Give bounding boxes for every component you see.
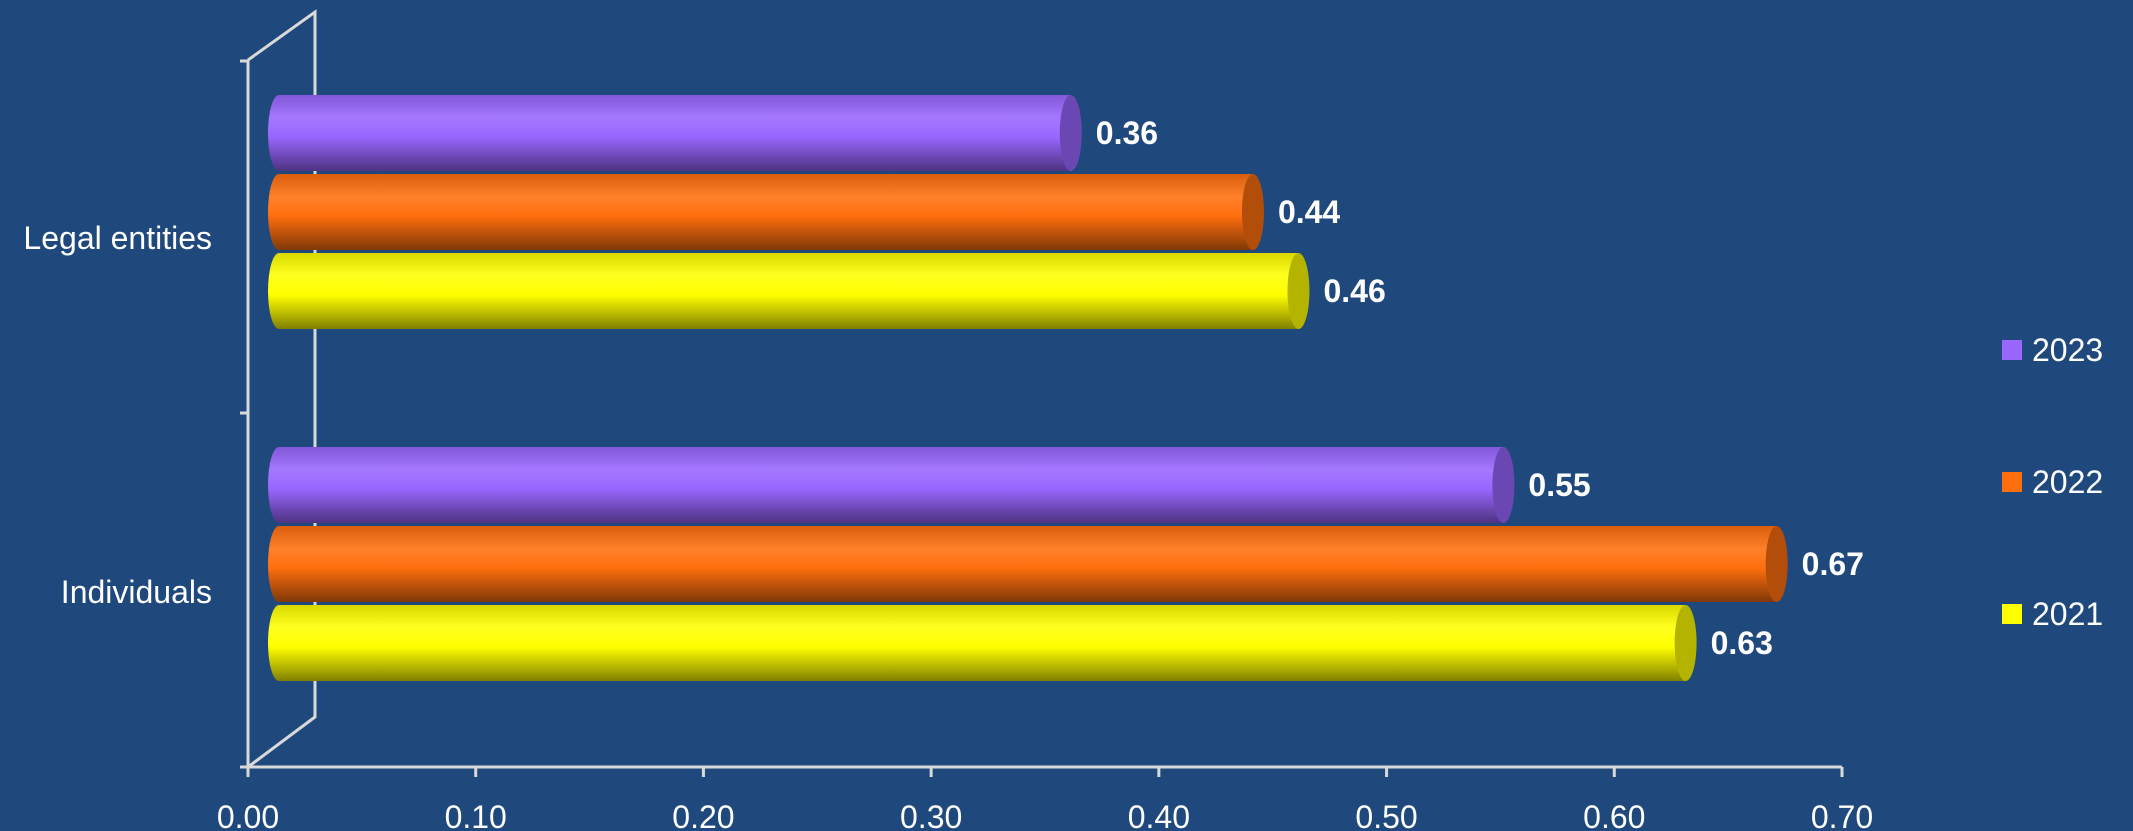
- x-tick-label: 0.50: [1355, 799, 1417, 831]
- back-wall-top: [247, 9, 317, 769]
- legend-label-2023: 2023: [2032, 332, 2103, 368]
- data-label-legal-entities-2021: 0.46: [1323, 273, 1385, 309]
- data-label-individuals-2022: 0.67: [1802, 546, 1864, 582]
- x-tick-label: 0.00: [217, 799, 279, 831]
- bar-individuals-2022: [268, 526, 1777, 602]
- bars: [268, 95, 1788, 681]
- bar-individuals-2021: [268, 605, 1686, 681]
- category-label-individuals: Individuals: [61, 574, 212, 610]
- category-label-legal-entities: Legal entities: [23, 220, 212, 256]
- x-tick-label: 0.60: [1583, 799, 1645, 831]
- data-label-legal-entities-2022: 0.44: [1278, 194, 1340, 230]
- x-tick-label: 0.20: [672, 799, 734, 831]
- legend-item-2023: 2023: [2002, 332, 2103, 368]
- legend: 2023 2022 2021: [2002, 332, 2103, 632]
- bar-cap-individuals-2023: [1492, 447, 1515, 523]
- bar-legal-entities-2022: [268, 174, 1253, 250]
- legend-item-2021: 2021: [2002, 596, 2103, 632]
- data-labels: 0.36 0.44 0.46 0.55 0.67 0.63: [1096, 115, 1864, 661]
- legend-label-2022: 2022: [2032, 464, 2103, 500]
- bar-cap-legal-entities-2022: [1241, 174, 1264, 250]
- chart-frame: [240, 9, 1842, 769]
- bar-cap-legal-entities-2021: [1287, 253, 1310, 329]
- data-label-legal-entities-2023: 0.36: [1096, 115, 1158, 151]
- legend-swatch-2022: [2002, 472, 2022, 492]
- legend-item-2022: 2022: [2002, 464, 2103, 500]
- x-tick-label: 0.30: [900, 799, 962, 831]
- bar-cap-legal-entities-2023: [1059, 95, 1082, 171]
- x-axis-ticks: 0.00 0.10 0.20 0.30 0.40 0.50 0.60 0.70: [217, 767, 1873, 831]
- data-label-individuals-2023: 0.55: [1528, 467, 1590, 503]
- x-tick-label: 0.10: [445, 799, 507, 831]
- x-tick-label: 0.40: [1128, 799, 1190, 831]
- x-tick-label: 0.70: [1811, 799, 1873, 831]
- legend-swatch-2023: [2002, 340, 2022, 360]
- bar-cap-individuals-2021: [1674, 605, 1697, 681]
- bar-individuals-2023: [268, 447, 1504, 523]
- bar-legal-entities-2021: [268, 253, 1299, 329]
- bar-legal-entities-2023: [268, 95, 1071, 171]
- legend-swatch-2021: [2002, 604, 2022, 624]
- bar-cap-individuals-2022: [1765, 526, 1788, 602]
- data-label-individuals-2021: 0.63: [1711, 625, 1773, 661]
- legend-label-2021: 2021: [2032, 596, 2103, 632]
